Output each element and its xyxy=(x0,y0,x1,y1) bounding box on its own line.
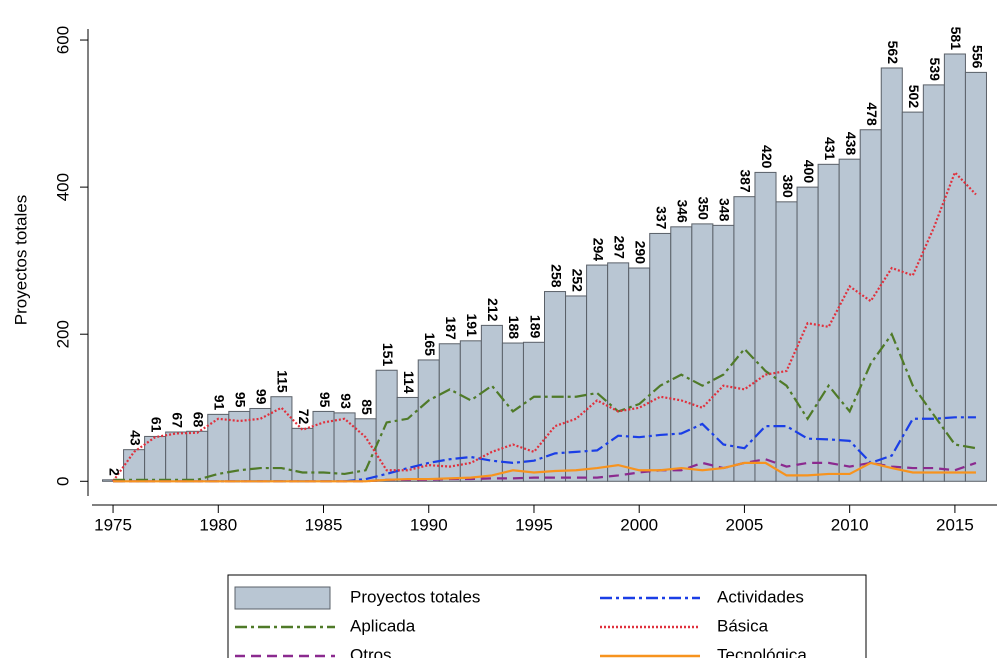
value-label: 68 xyxy=(191,412,207,428)
bar xyxy=(186,430,209,482)
bar xyxy=(628,267,651,482)
y-tick-label: 0 xyxy=(53,477,72,486)
value-label: 188 xyxy=(506,316,522,340)
line-series xyxy=(113,461,976,483)
bar xyxy=(607,262,630,482)
bar xyxy=(712,224,735,482)
y-tick-label: 600 xyxy=(53,26,72,54)
line-series xyxy=(113,331,977,481)
value-label: 165 xyxy=(422,333,438,357)
value-label: 294 xyxy=(590,238,606,262)
bar xyxy=(838,158,861,482)
bar xyxy=(775,201,798,482)
value-label: 115 xyxy=(275,370,291,393)
value-label: 431 xyxy=(822,137,838,161)
value-label: 420 xyxy=(759,145,775,169)
bar xyxy=(670,226,693,482)
x-tick-label: 2000 xyxy=(620,515,658,534)
value-label: 348 xyxy=(717,198,733,222)
value-label: 346 xyxy=(675,199,691,223)
value-label: 99 xyxy=(254,389,270,405)
value-label: 581 xyxy=(948,27,964,51)
bar xyxy=(901,111,924,482)
value-label: 85 xyxy=(359,399,375,415)
x-tick-label: 2015 xyxy=(936,515,974,534)
value-label: 556 xyxy=(969,45,985,69)
y-axis-label: Proyectos totales xyxy=(11,195,30,325)
legend-label: Básica xyxy=(717,616,769,635)
value-label: 252 xyxy=(569,269,585,293)
bar xyxy=(649,232,672,482)
legend-label: Tecnológica xyxy=(717,645,807,658)
value-label: 290 xyxy=(633,241,649,265)
value-label: 95 xyxy=(233,392,249,408)
bar xyxy=(165,431,188,482)
value-label: 61 xyxy=(148,417,164,433)
bar xyxy=(333,412,356,482)
value-label: 2 xyxy=(106,468,122,476)
x-tick-label: 1990 xyxy=(410,515,448,534)
bar xyxy=(796,186,819,482)
value-label: 258 xyxy=(548,264,564,288)
legend-box xyxy=(227,574,867,658)
bar xyxy=(817,163,840,482)
bar xyxy=(480,324,503,482)
legend-label: Actividades xyxy=(717,587,804,606)
bar xyxy=(691,223,714,482)
legend-label: Aplicada xyxy=(350,616,416,635)
value-label: 387 xyxy=(738,169,754,193)
x-tick-label: 1980 xyxy=(199,515,237,534)
value-label: 67 xyxy=(169,412,185,428)
value-label: 91 xyxy=(212,395,228,411)
value-label: 539 xyxy=(927,58,943,82)
bar xyxy=(375,369,398,482)
value-label: 187 xyxy=(443,316,459,340)
x-tick-label: 1985 xyxy=(305,515,343,534)
value-label: 93 xyxy=(338,393,354,409)
y-tick-label: 200 xyxy=(53,320,72,348)
y-tick-label: 400 xyxy=(53,173,72,201)
x-tick-label: 1975 xyxy=(94,515,132,534)
legend-label: Otros xyxy=(350,645,392,658)
value-label: 212 xyxy=(485,298,501,322)
value-label: 189 xyxy=(527,315,543,339)
line-series xyxy=(113,458,977,483)
x-tick-label: 2005 xyxy=(726,515,764,534)
value-label: 72 xyxy=(296,409,312,425)
value-label: 380 xyxy=(780,174,796,198)
value-label: 350 xyxy=(696,197,712,221)
value-label: 297 xyxy=(611,236,627,260)
bar xyxy=(123,449,146,482)
bar xyxy=(922,84,945,482)
x-tick-label: 2010 xyxy=(831,515,869,534)
bar xyxy=(859,129,882,482)
line-series xyxy=(112,170,977,482)
bar xyxy=(586,264,609,482)
legend-swatch xyxy=(234,586,331,610)
x-tick-label: 1995 xyxy=(515,515,553,534)
value-label: 562 xyxy=(885,41,901,65)
value-label: 400 xyxy=(801,160,817,184)
value-label: 438 xyxy=(843,132,859,156)
value-label: 95 xyxy=(317,392,333,408)
bar xyxy=(964,71,987,482)
value-label: 43 xyxy=(127,430,143,446)
bar xyxy=(565,295,588,482)
value-label: 191 xyxy=(464,313,480,337)
value-label: 151 xyxy=(380,343,396,367)
value-label: 337 xyxy=(654,206,670,230)
value-label: 478 xyxy=(864,102,880,126)
bar xyxy=(733,196,756,482)
legend-label: Proyectos totales xyxy=(350,587,480,606)
bar xyxy=(880,67,903,482)
value-label: 502 xyxy=(906,85,922,109)
value-label: 114 xyxy=(401,371,417,394)
